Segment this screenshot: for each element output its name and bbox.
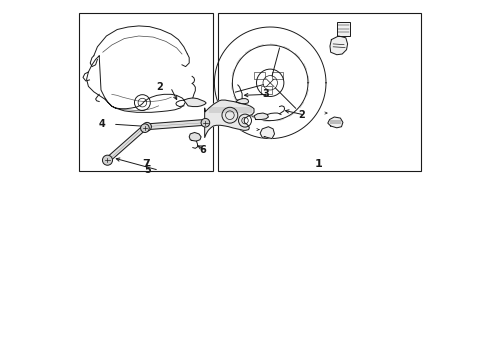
Bar (337, 22, 350, 36)
Text: 3: 3 (262, 89, 269, 99)
Polygon shape (328, 117, 343, 128)
Bar (261, 86, 272, 94)
Polygon shape (184, 98, 206, 107)
Text: 7: 7 (142, 159, 150, 169)
Polygon shape (147, 120, 205, 130)
Polygon shape (330, 36, 347, 55)
Text: 2: 2 (156, 82, 163, 92)
Polygon shape (260, 127, 274, 139)
Polygon shape (236, 99, 248, 104)
Polygon shape (254, 113, 269, 120)
Polygon shape (106, 126, 146, 162)
Text: 5: 5 (145, 165, 151, 175)
Polygon shape (189, 132, 201, 141)
Bar (79, 13, 213, 171)
Circle shape (143, 122, 151, 131)
Circle shape (141, 124, 149, 132)
Bar (254, 72, 265, 79)
Text: 2: 2 (298, 110, 305, 120)
Bar (272, 72, 283, 79)
Polygon shape (205, 100, 254, 138)
Circle shape (102, 155, 113, 165)
Circle shape (201, 118, 210, 127)
Text: 6: 6 (199, 145, 206, 156)
Text: 1: 1 (315, 159, 323, 169)
Text: 4: 4 (98, 119, 105, 129)
Bar (218, 13, 421, 171)
